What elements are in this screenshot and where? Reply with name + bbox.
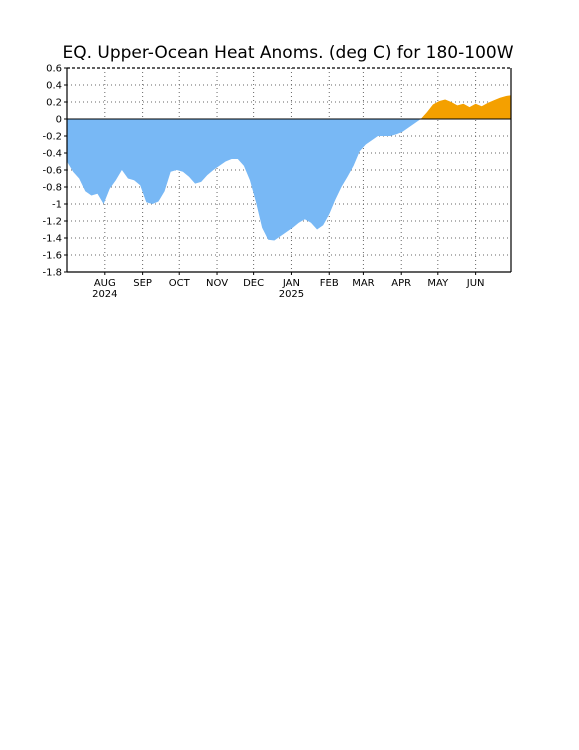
y-tick-label: 0.2 xyxy=(46,98,62,109)
x-tick-label: APR xyxy=(391,278,411,289)
y-tick-label: -1.2 xyxy=(42,217,62,228)
x-tick-label: SEP xyxy=(133,278,152,289)
y-tick-label: -1.8 xyxy=(42,268,62,279)
x-tick-label: OCT xyxy=(169,278,191,289)
x-tick-label: JAN xyxy=(282,278,300,289)
y-tick-label: 0 xyxy=(56,115,62,126)
y-tick-label: -1 xyxy=(52,200,62,211)
chart-title: EQ. Upper-Ocean Heat Anoms. (deg C) for … xyxy=(62,43,513,63)
x-tick-label: MAY xyxy=(427,278,449,289)
axis-layer: 0.6 0.4 0.2 0 -0.2 -0.4 -0.6 -0.8 -1 -1.2 -1.4 -1.6… xyxy=(42,64,512,300)
y-tick-label: 0.4 xyxy=(46,81,62,92)
x-tick-label: NOV xyxy=(206,278,228,289)
x-tick-label: AUG xyxy=(94,278,116,289)
negative-anomaly-area xyxy=(67,119,421,241)
y-tick-label: 0.6 xyxy=(46,64,62,75)
x-tick-label: MAR xyxy=(352,278,374,289)
y-tick-label: -0.2 xyxy=(42,132,62,143)
y-tick-label: -0.4 xyxy=(42,149,62,160)
y-tick-label: -0.8 xyxy=(42,183,62,194)
positive-anomaly-area xyxy=(420,95,511,119)
area-layer xyxy=(67,95,511,241)
x-tick-label: FEB xyxy=(320,278,339,289)
x-year-label: 2024 xyxy=(92,289,117,300)
x-tick-label: DEC xyxy=(243,278,264,289)
x-tick-label: JUN xyxy=(466,278,485,289)
y-tick-label: -1.4 xyxy=(42,234,62,245)
y-tick-label: -0.6 xyxy=(42,166,62,177)
x-year-label: 2025 xyxy=(279,289,304,300)
y-tick-label: -1.6 xyxy=(42,251,62,262)
